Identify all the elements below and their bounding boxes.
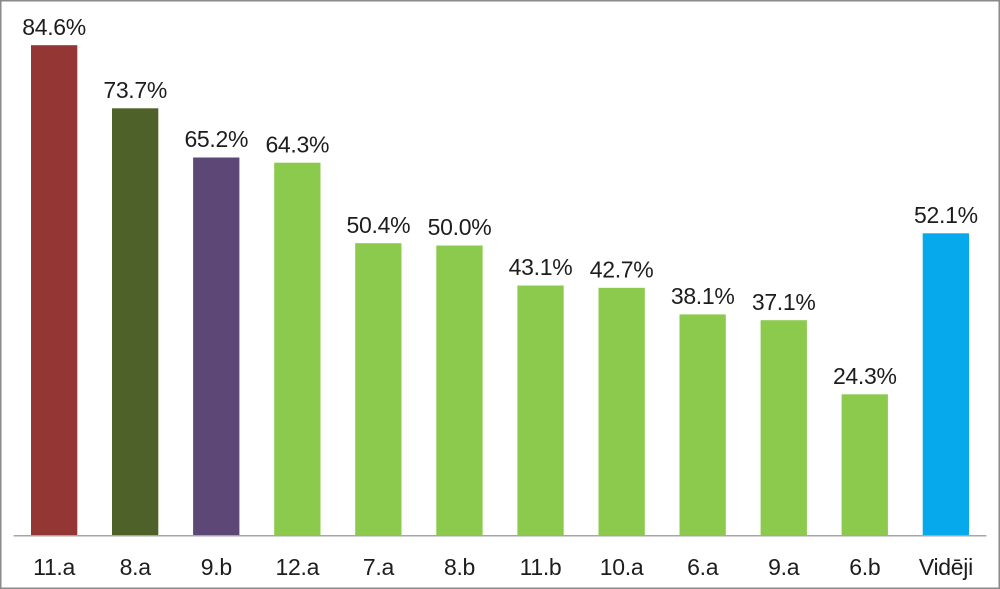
svg-text:9.b: 9.b xyxy=(201,554,232,580)
svg-text:50.4%: 50.4% xyxy=(347,212,411,238)
svg-text:8.b: 8.b xyxy=(444,554,475,580)
svg-text:Vidēji: Vidēji xyxy=(919,554,973,580)
svg-text:38.1%: 38.1% xyxy=(671,283,735,309)
svg-text:37.1%: 37.1% xyxy=(752,289,816,315)
svg-text:8.a: 8.a xyxy=(120,554,152,580)
svg-text:9.a: 9.a xyxy=(768,554,800,580)
svg-text:12.a: 12.a xyxy=(276,554,320,580)
svg-text:42.7%: 42.7% xyxy=(590,257,654,283)
svg-text:7.a: 7.a xyxy=(363,554,395,580)
svg-text:6.a: 6.a xyxy=(687,554,719,580)
svg-text:10.a: 10.a xyxy=(600,554,644,580)
svg-text:64.3%: 64.3% xyxy=(265,131,329,157)
svg-text:52.1%: 52.1% xyxy=(914,202,978,228)
svg-text:65.2%: 65.2% xyxy=(184,126,248,152)
svg-text:43.1%: 43.1% xyxy=(509,254,573,280)
svg-text:24.3%: 24.3% xyxy=(833,363,897,389)
svg-text:84.6%: 84.6% xyxy=(22,14,86,40)
svg-text:6.b: 6.b xyxy=(849,554,880,580)
svg-text:50.0%: 50.0% xyxy=(428,214,492,240)
svg-text:73.7%: 73.7% xyxy=(103,77,167,103)
svg-text:11.b: 11.b xyxy=(520,554,562,580)
svg-text:11.a: 11.a xyxy=(33,554,75,580)
